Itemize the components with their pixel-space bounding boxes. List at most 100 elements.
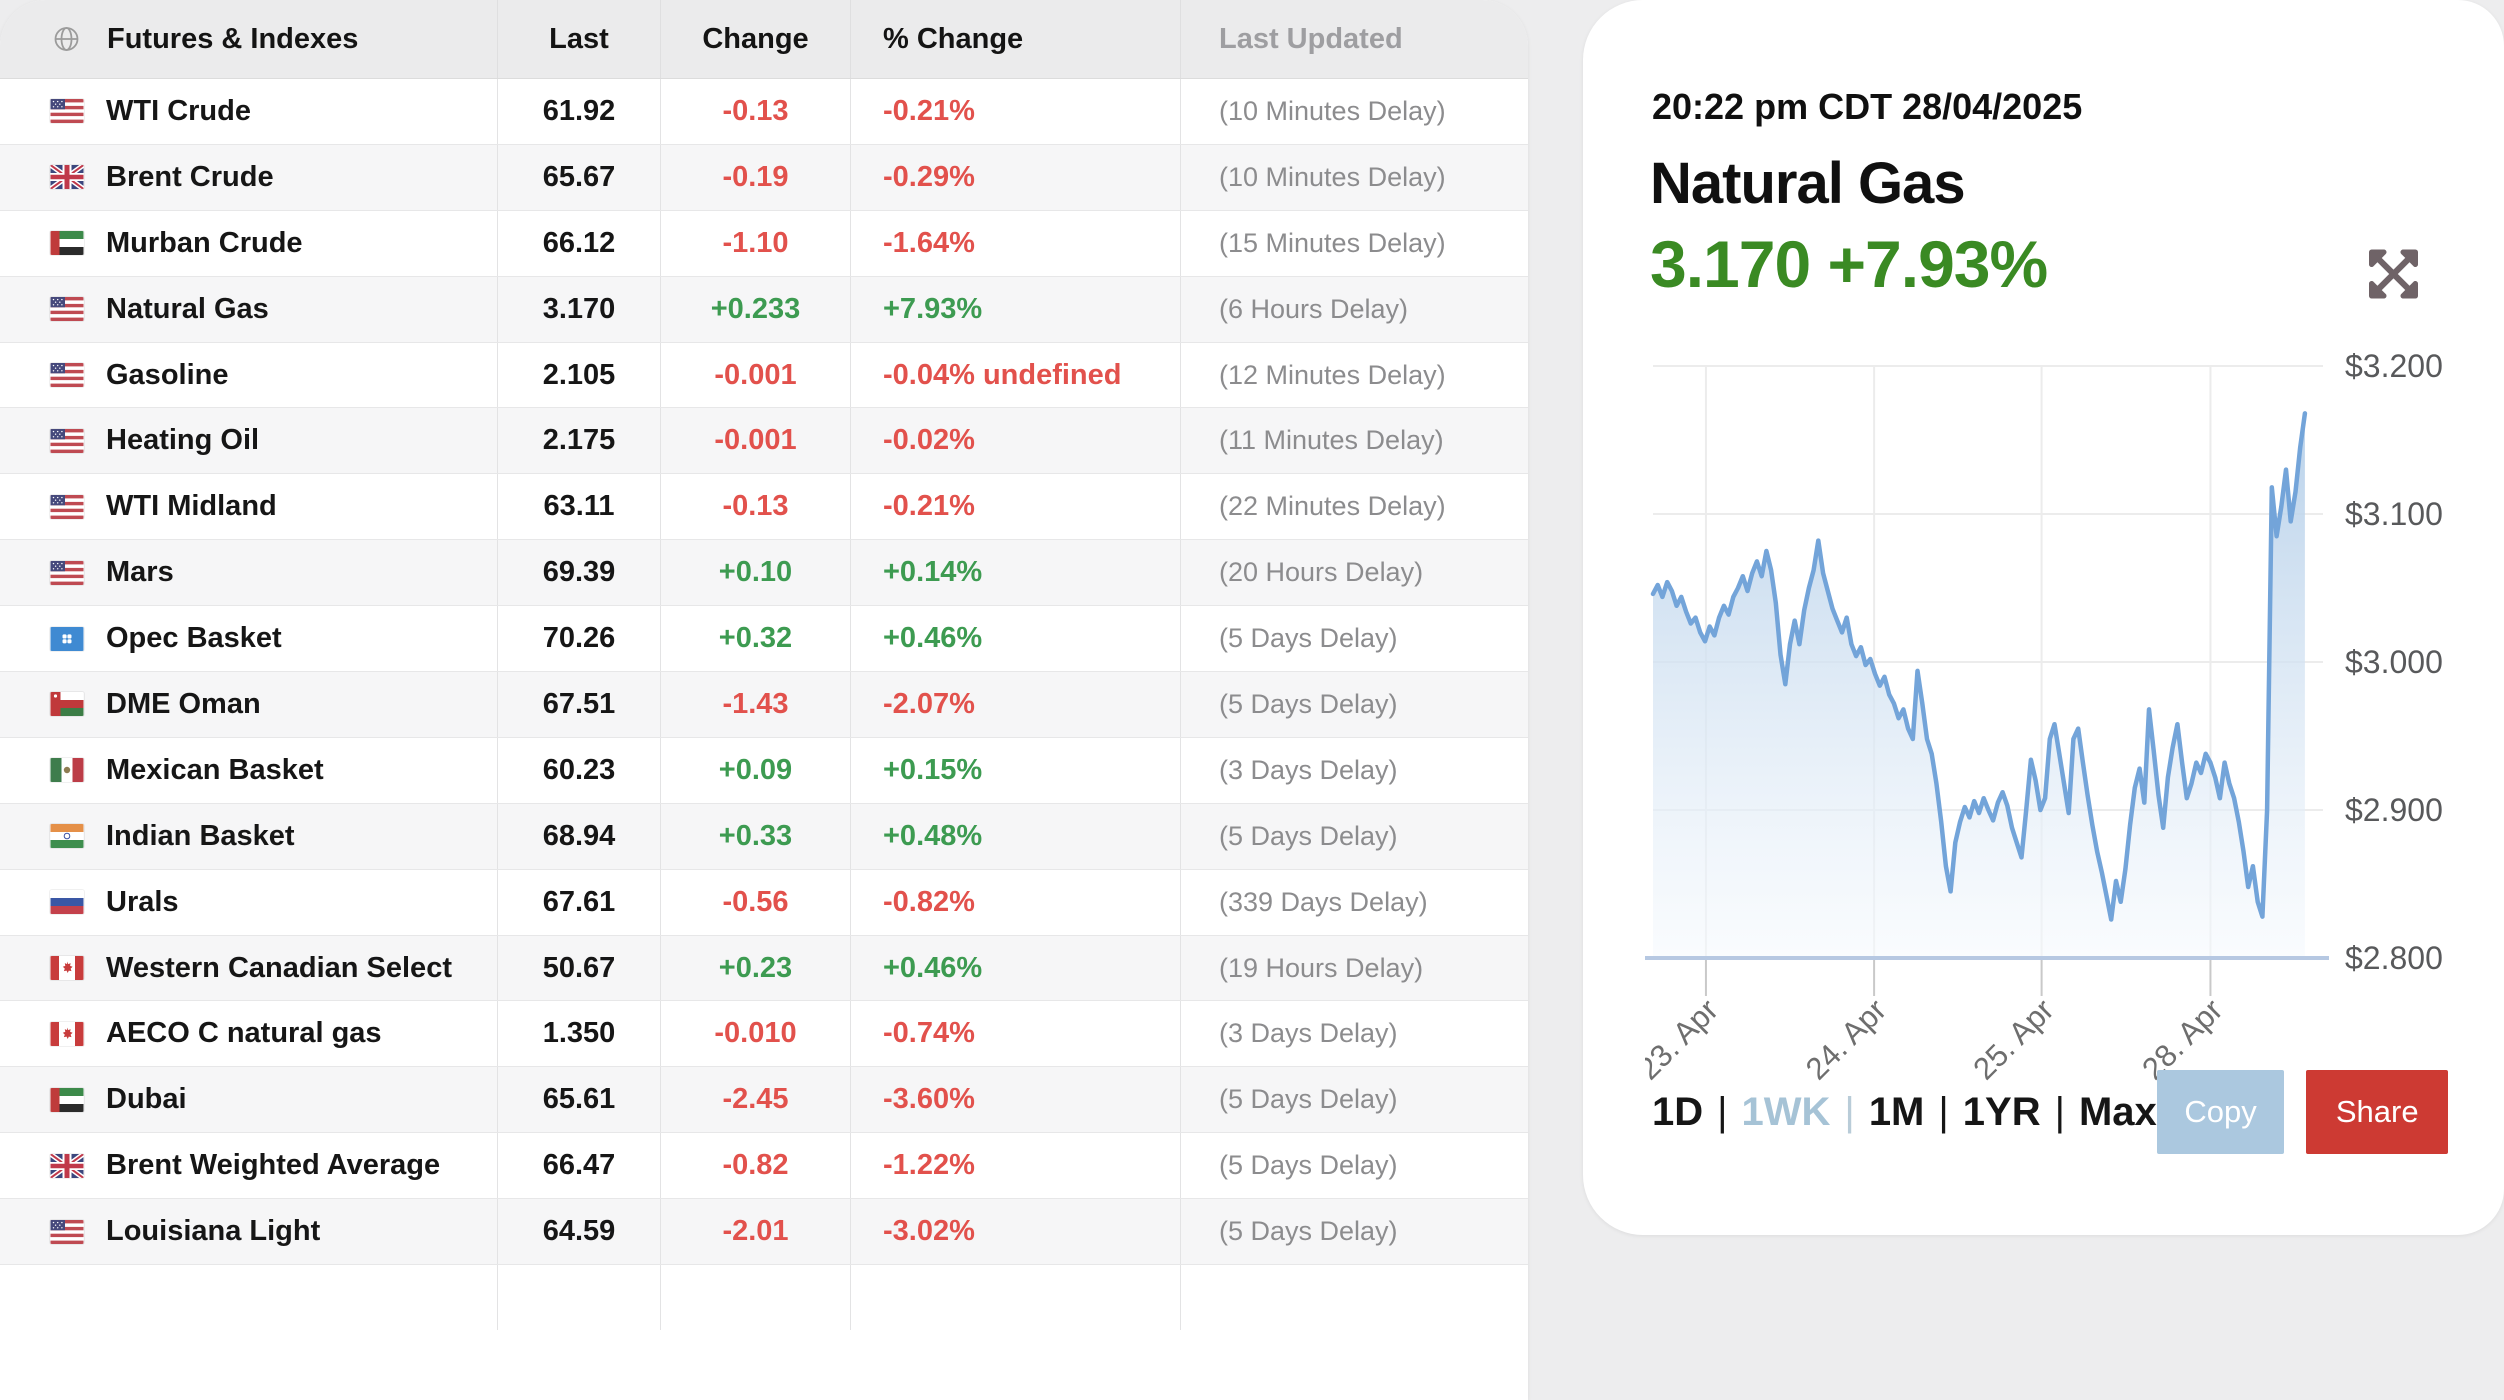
globe-icon: [50, 25, 83, 53]
last-price: 68.94: [497, 803, 660, 869]
percent-change: -1.64%: [850, 210, 1180, 276]
instrument-name: Mars: [106, 556, 174, 589]
percent-change: -0.74%: [850, 1001, 1180, 1067]
update-delay: (19 Hours Delay): [1180, 935, 1528, 1001]
flag-us-icon: [50, 560, 84, 585]
last-price: 65.61: [497, 1067, 660, 1133]
flag-opec-icon: [50, 626, 84, 651]
change-value: -0.001: [660, 342, 850, 408]
last-price: 2.105: [497, 342, 660, 408]
table-row[interactable]: Brent Weighted Average 66.47 -0.82 -1.22% (5…: [0, 1132, 1528, 1199]
instrument-name: Natural Gas: [106, 292, 269, 325]
copy-button[interactable]: Copy: [2156, 1070, 2285, 1154]
col-header-pct-change: % Change: [850, 0, 1180, 78]
last-price: 2.175: [497, 408, 660, 474]
chart-area-fill: [1653, 413, 2305, 958]
y-axis-label: $3.200: [2345, 348, 2443, 384]
instrument-name: DME Oman: [106, 687, 261, 720]
flag-uk-icon: [50, 1153, 84, 1178]
flag-oman-icon: [50, 692, 84, 717]
flag-india-icon: [50, 824, 84, 849]
change-value: -0.82: [660, 1133, 850, 1199]
change-value: -0.19: [660, 144, 850, 210]
percent-change: +7.93%: [850, 276, 1180, 342]
table-row[interactable]: Heating Oil 2.175 -0.001 -0.02% (11 Minutes …: [0, 407, 1528, 474]
instrument-name: Mexican Basket: [106, 753, 324, 786]
change-value: -2.01: [660, 1199, 850, 1265]
instrument-name: Heating Oil: [106, 424, 260, 457]
col-header-instrument: Futures & Indexes: [107, 22, 359, 55]
last-price: 1.350: [497, 1001, 660, 1067]
table-row[interactable]: Louisiana Light 64.59 -2.01 -3.02% (5 Days D…: [0, 1198, 1528, 1265]
expand-icon[interactable]: [2369, 246, 2425, 302]
flag-us-icon: [50, 363, 84, 387]
instrument-name: Louisiana Light: [106, 1215, 321, 1248]
change-value: +0.32: [660, 606, 850, 672]
percent-change: +0.46%: [850, 935, 1180, 1001]
range-separator: |: [1844, 1089, 1855, 1134]
range-1m[interactable]: 1M: [1868, 1089, 1925, 1134]
table-row[interactable]: WTI Midland 63.11 -0.13 -0.21% (22 Minutes D…: [0, 473, 1528, 540]
instrument-name: Urals: [106, 885, 179, 918]
update-delay: (10 Minutes Delay): [1180, 144, 1528, 210]
price-chart: 23. Apr 24. Apr 25. Apr 28. Apr $3.200 $3.100…: [1631, 348, 2495, 1110]
table-row[interactable]: Indian Basket 68.94 +0.33 +0.48% (5 Days Del…: [0, 802, 1528, 869]
table-row[interactable]: Murban Crude 66.12 -1.10 -1.64% (15 Minutes …: [0, 209, 1528, 276]
instrument-name: Brent Weighted Average: [106, 1149, 441, 1182]
table-row[interactable]: WTI Crude 61.92 -0.13 -0.21% (10 Minutes Del…: [0, 79, 1528, 144]
table-row[interactable]: Opec Basket 70.26 +0.32 +0.46% (5 Days Delay…: [0, 605, 1528, 672]
last-price: 67.61: [497, 869, 660, 935]
table-row[interactable]: AECO C natural gas 1.350 -0.010 -0.74% (3 Da…: [0, 1000, 1528, 1067]
flag-us-icon: [50, 99, 84, 124]
change-value: -1.10: [660, 210, 850, 276]
empty-cell: [660, 1265, 850, 1330]
update-delay: (5 Days Delay): [1180, 1133, 1528, 1199]
flag-canada-icon: [50, 1021, 84, 1046]
table-row[interactable]: Brent Crude 65.67 -0.19 -0.29% (10 Minutes D…: [0, 143, 1528, 210]
instrument-name: Opec Basket: [106, 622, 282, 655]
range-1yr[interactable]: 1YR: [1962, 1089, 2041, 1134]
table-row[interactable]: Western Canadian Select 50.67 +0.23 +0.46%(…: [0, 934, 1528, 1001]
percent-change: +0.48%: [850, 803, 1180, 869]
percent-change: -0.04% undefined: [850, 342, 1180, 408]
table-row-partial: [0, 1264, 1528, 1330]
table-row[interactable]: Urals 67.61 -0.56 -0.82% (339 Days Delay): [0, 868, 1528, 935]
range-1d[interactable]: 1D: [1652, 1089, 1704, 1134]
update-delay: (5 Days Delay): [1180, 1067, 1528, 1133]
percent-change: +0.46%: [850, 606, 1180, 672]
flag-us-icon: [50, 297, 84, 322]
update-delay: (11 Minutes Delay): [1180, 408, 1528, 474]
table-body: WTI Crude 61.92 -0.13 -0.21% (10 Minutes Del…: [0, 79, 1528, 1330]
percent-change: -3.02%: [850, 1199, 1180, 1265]
percent-change: -1.22%: [850, 1133, 1180, 1199]
last-price: 63.11: [497, 474, 660, 540]
last-price: 61.92: [497, 79, 660, 144]
change-value: +0.23: [660, 935, 850, 1001]
change-value: -0.13: [660, 474, 850, 540]
instrument-name: Gasoline: [106, 358, 229, 391]
percent-change: -0.21%: [850, 79, 1180, 144]
range-1wk[interactable]: 1WK: [1741, 1089, 1831, 1134]
table-row[interactable]: Dubai 65.61 -2.45 -3.60% (5 Days Delay): [0, 1066, 1528, 1133]
table-row[interactable]: Natural Gas 3.170 +0.233 +7.93% (6 Hours Del…: [0, 275, 1528, 342]
last-price: 65.67: [497, 144, 660, 210]
change-value: -0.13: [660, 79, 850, 144]
flag-uk-icon: [50, 165, 84, 190]
range-max[interactable]: Max: [2078, 1089, 2157, 1134]
table-row[interactable]: Gasoline 2.105 -0.001 -0.04% undefined (12 M…: [0, 341, 1528, 408]
col-header-change: Change: [660, 0, 850, 78]
table-row[interactable]: Mexican Basket 60.23 +0.09 +0.15% (3 Days De…: [0, 736, 1528, 803]
change-value: +0.10: [660, 540, 850, 606]
table-row[interactable]: Mars 69.39 +0.10 +0.14% (20 Hours Delay): [0, 539, 1528, 606]
share-button[interactable]: Share: [2306, 1070, 2448, 1154]
change-value: +0.233: [660, 276, 850, 342]
col-header-last-updated: Last Updated: [1180, 0, 1528, 78]
y-axis-label: $3.100: [2345, 496, 2443, 532]
price-and-change: 3.170 +7.93%: [1650, 227, 2048, 301]
percent-change: +0.14%: [850, 540, 1180, 606]
instrument-name: Murban Crude: [106, 226, 303, 259]
y-axis-label: $2.800: [2345, 940, 2443, 976]
change-value: -2.45: [660, 1067, 850, 1133]
instrument-name: WTI Midland: [106, 490, 277, 523]
table-row[interactable]: DME Oman 67.51 -1.43 -2.07% (5 Days Delay): [0, 671, 1528, 737]
